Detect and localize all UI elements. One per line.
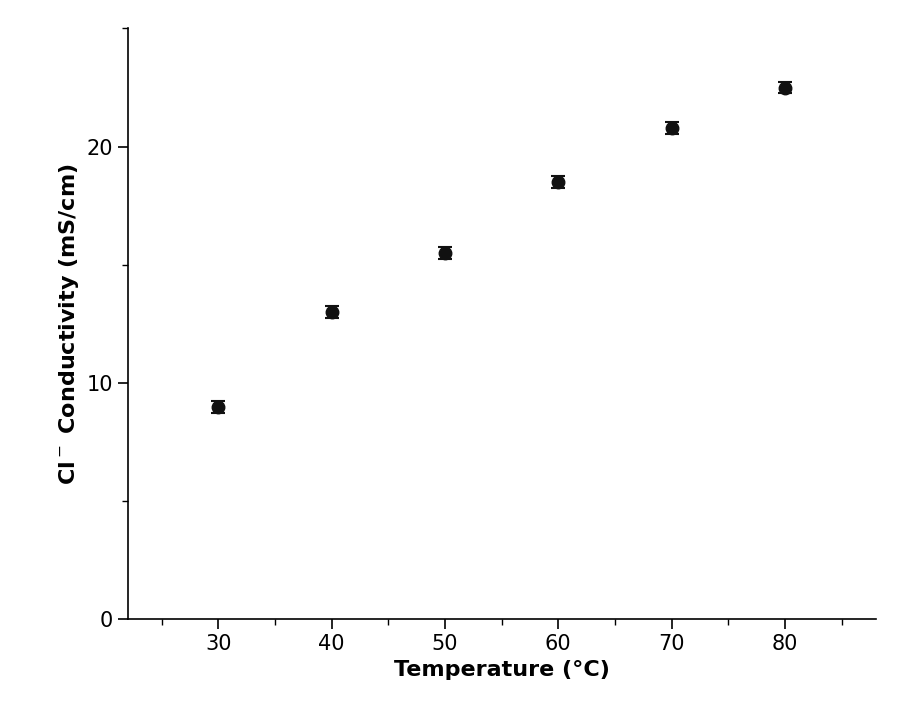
X-axis label: Temperature (°C): Temperature (°C) [394, 659, 609, 679]
Y-axis label: Cl$^-$ Conductivity (mS/cm): Cl$^-$ Conductivity (mS/cm) [57, 163, 81, 485]
